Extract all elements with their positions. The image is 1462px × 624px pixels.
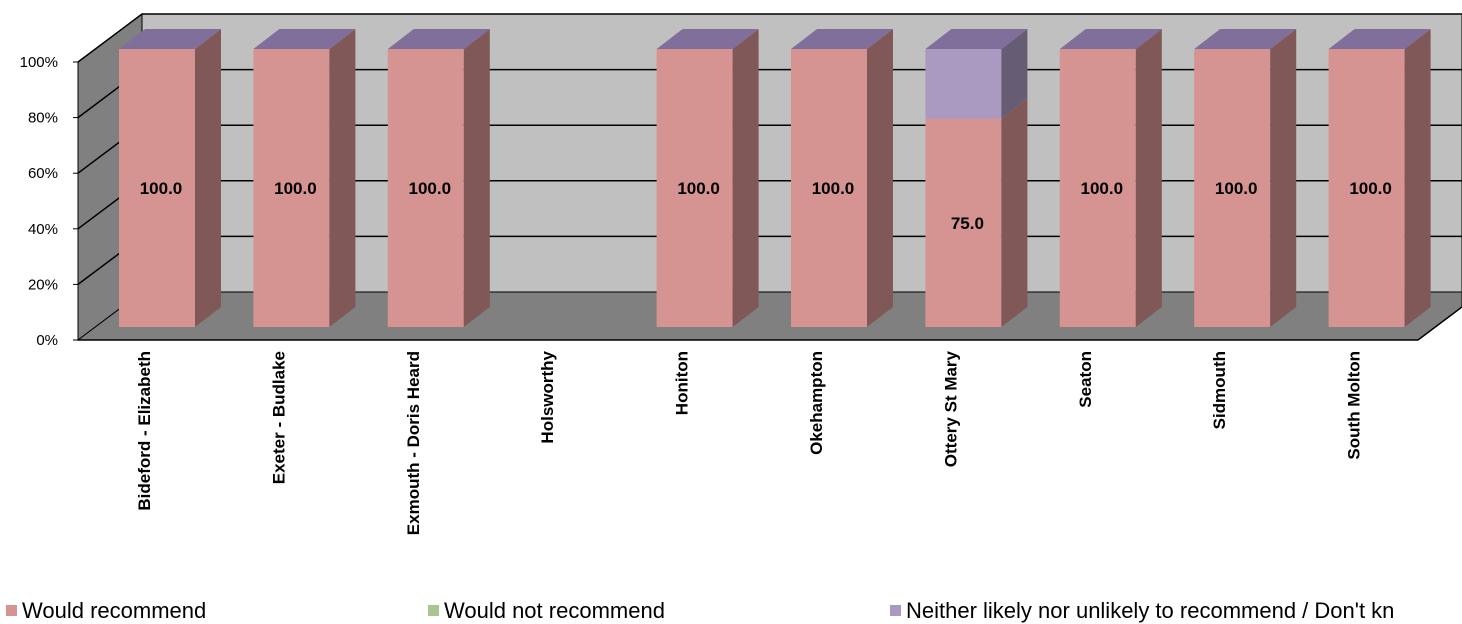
bar-side: [195, 29, 221, 327]
bar-side: [732, 29, 759, 327]
bar-segment: [1328, 29, 1431, 327]
legend-swatch: [428, 605, 439, 616]
category-label: South Molton: [1345, 351, 1364, 460]
legend-item: Would recommend: [6, 598, 206, 624]
bar-side: [1404, 29, 1431, 327]
bar-top: [387, 29, 490, 49]
bar-front: [925, 49, 1002, 119]
bar-segment: [119, 29, 221, 327]
bar-side: [1001, 98, 1028, 327]
category-label: Seaton: [1076, 351, 1095, 408]
legend-item: Would not recommend: [428, 598, 665, 624]
data-label: 100.0: [812, 179, 855, 198]
bar-top: [656, 29, 759, 49]
category-labels: Bideford - Elizabeth Exeter - Budlake Exmo…: [135, 350, 1364, 535]
floor-front-edge: [1417, 306, 1462, 341]
bar-front: [1194, 49, 1271, 327]
bar-segment: [253, 29, 356, 327]
y-tick-label: 20%: [28, 276, 58, 293]
bar-front: [925, 118, 1002, 327]
bar-side: [329, 29, 356, 327]
data-label: 100.0: [274, 179, 317, 198]
bar-top: [119, 29, 221, 49]
data-label: 75.0: [951, 214, 984, 233]
y-axis-ticks: 0% 20% 40% 60% 80% 100%: [20, 54, 78, 349]
bar-side: [463, 29, 490, 327]
y-tick-label: 40%: [28, 221, 58, 238]
category-label: Exmouth - Doris Heard: [404, 351, 423, 535]
bar-front: [1059, 49, 1136, 327]
y-tick-label: 60%: [28, 165, 58, 182]
data-label: 100.0: [677, 179, 720, 198]
legend-item: Neither likely nor unlikely to recommend…: [890, 598, 1394, 624]
chart-area: 0%20%40%60%80%100% 100.0 100.0 100.0 100.0 1…: [20, 13, 1462, 535]
data-label: 100.0: [1081, 179, 1124, 198]
bar-side: [1001, 29, 1028, 119]
category-label: Honiton: [673, 351, 692, 415]
bar-top: [1059, 29, 1162, 49]
legend-label: Would recommend: [22, 598, 207, 623]
gridline-side: [77, 13, 143, 63]
data-label: 100.0: [409, 179, 452, 198]
bar-segment: [656, 29, 759, 327]
bar-top: [1194, 29, 1297, 49]
bar-side: [867, 29, 893, 327]
bar-side: [1270, 29, 1297, 327]
bar-front: [253, 49, 330, 327]
data-label: 100.0: [1215, 179, 1258, 198]
legend-label: Neither likely nor unlikely to recommend…: [906, 598, 1395, 623]
bar-segment: [387, 29, 490, 327]
bar-front: [387, 49, 464, 327]
bar-front: [656, 49, 733, 327]
y-tick-label: 0%: [36, 332, 58, 349]
category-label: Okehampton: [807, 351, 826, 455]
bar-side: [1135, 29, 1162, 327]
legend: Would recommend Would not recommend Neithe…: [0, 586, 1462, 624]
data-labels: 100.0 100.0 100.0 100.0 100.0 75.0 100.0 100.0 1…: [140, 179, 1392, 233]
data-label: 100.0: [140, 179, 183, 198]
bar-segment: [925, 29, 1028, 119]
bar-front: [1328, 49, 1405, 327]
bar-top: [1328, 29, 1431, 49]
bar-segment: [925, 98, 1028, 327]
bar-segment: [791, 29, 893, 327]
legend-swatch: [890, 605, 901, 616]
y-tick-label: 80%: [28, 110, 58, 127]
legend-swatch: [6, 605, 17, 616]
legend-label: Would not recommend: [444, 598, 665, 623]
bar-top: [925, 29, 1028, 49]
bar-segment: [1194, 29, 1297, 327]
bar-front: [119, 49, 195, 327]
category-label: Ottery St Mary: [941, 350, 960, 467]
bars: [119, 29, 1431, 327]
category-label: Exeter - Budlake: [269, 351, 288, 484]
bar-front: [791, 49, 867, 327]
bar-top: [791, 29, 893, 49]
y-tick-label: 100%: [20, 54, 58, 71]
category-label: Bideford - Elizabeth: [135, 351, 154, 511]
category-label: Sidmouth: [1210, 351, 1229, 429]
bar-top: [253, 29, 356, 49]
bar-segment: [1059, 29, 1162, 327]
data-label: 100.0: [1349, 179, 1392, 198]
category-label: Holsworthy: [538, 350, 557, 443]
